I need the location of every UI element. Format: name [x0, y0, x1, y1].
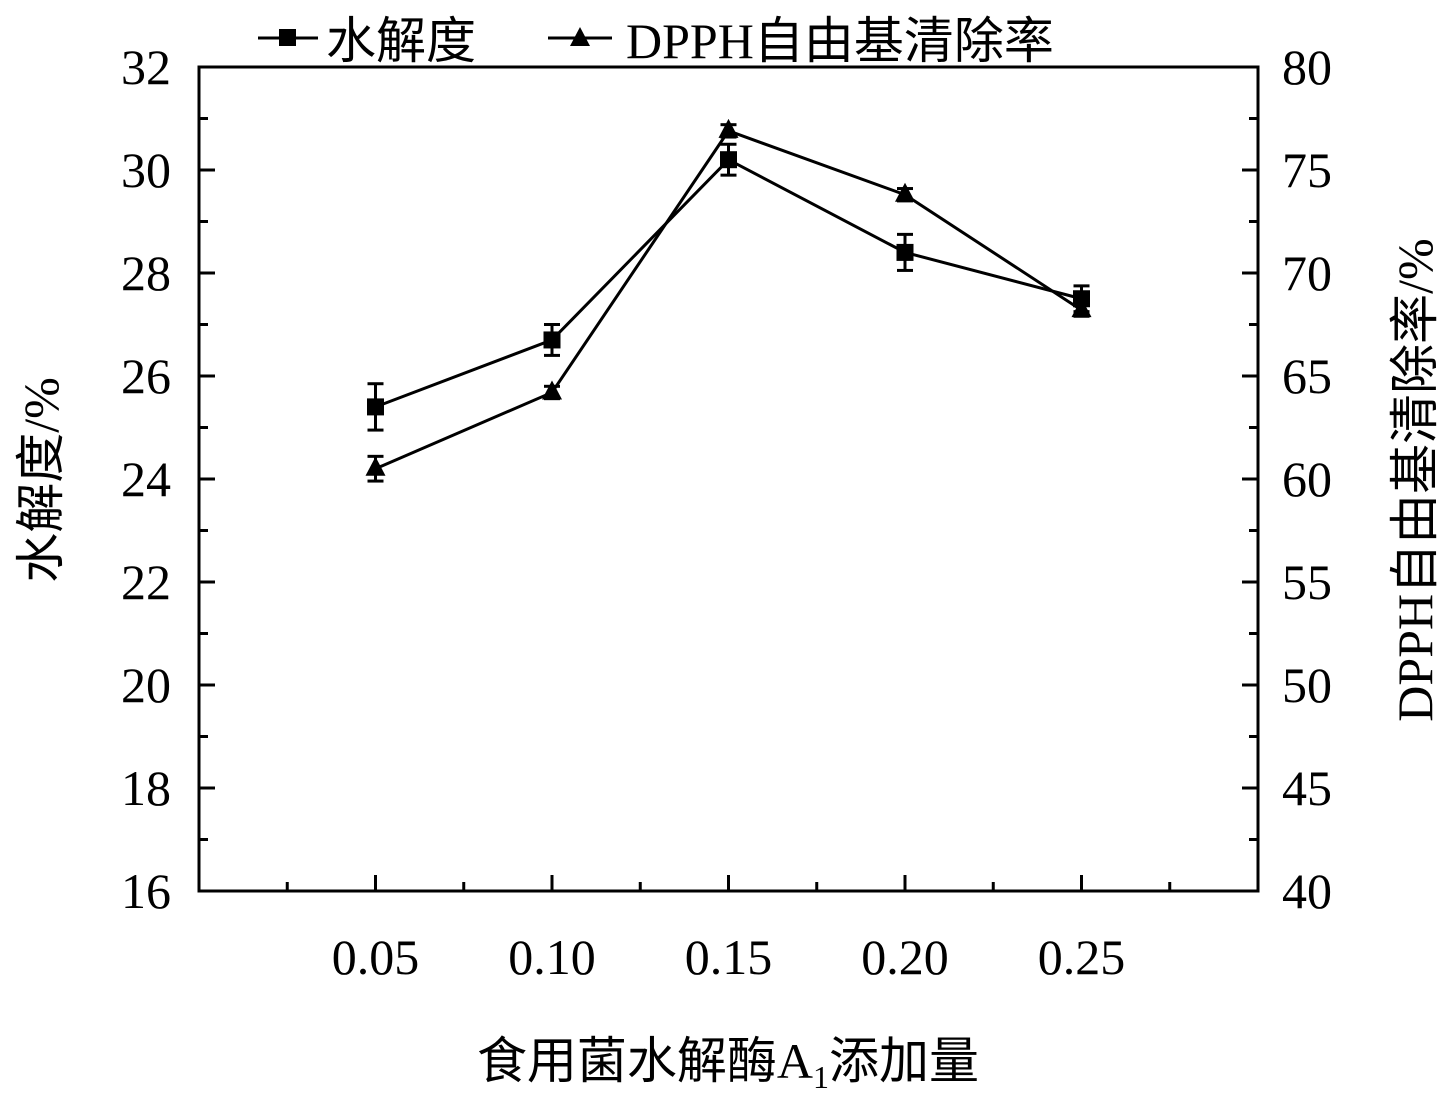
y-right-tick-label: 65: [1282, 348, 1332, 404]
y-right-tick-label: 80: [1282, 39, 1332, 95]
data-point-triangle: [895, 182, 915, 202]
y-left-tick-label: 20: [121, 657, 171, 713]
series-1: [367, 142, 1090, 432]
legend-label-hydrolysis: 水解度: [326, 13, 476, 69]
axes: 0.05 0.10 0.15 0.20 0.25 16 18 20 22 24 26 28 30 32 40…: [121, 39, 1332, 985]
y-right-tick-label: 60: [1282, 451, 1332, 507]
data-point-triangle: [365, 456, 386, 476]
legend: 水解度 DPPH自由基清除率: [258, 13, 1054, 69]
y-left-tick-label: 18: [121, 760, 171, 816]
y-left-tick-label: 26: [121, 348, 171, 404]
series-layer: [365, 118, 1092, 483]
y-left-tick-label: 22: [121, 554, 171, 610]
data-point-triangle: [542, 380, 562, 400]
y-axis-label-left: 水解度/%: [13, 377, 69, 583]
y-right-tick-label: 75: [1282, 142, 1332, 198]
y-right-tick-label: 70: [1282, 245, 1332, 301]
x-axis-label-subscript: 1: [813, 1059, 829, 1095]
x-axis-label-main: 食用菌水解酶A: [477, 1033, 813, 1089]
x-tick-label: 0.10: [508, 929, 596, 985]
y-left-tick-label: 30: [121, 142, 171, 198]
data-point-square: [720, 151, 737, 169]
y-left-tick-label: 16: [121, 863, 171, 919]
legend-label-dpph: DPPH自由基清除率: [626, 13, 1054, 69]
y-left-tick-label: 32: [121, 39, 171, 95]
legend-marker-triangle: [570, 27, 590, 46]
plot-frame: [197, 65, 1260, 893]
series-line: [374, 129, 1083, 471]
x-axis-label-suffix: 添加量: [829, 1033, 979, 1089]
y-axis-label-right: DPPH自由基清除率/%: [1387, 238, 1443, 721]
x-tick-label: 0.20: [861, 929, 949, 985]
y-left-tick-label: 28: [121, 245, 171, 301]
series-2: [365, 118, 1092, 483]
data-point-square: [367, 398, 384, 416]
data-point-square: [543, 331, 561, 349]
data-point-triangle: [1071, 298, 1092, 318]
x-tick-label: 0.15: [685, 929, 773, 985]
y-left-tick-label: 24: [121, 451, 171, 507]
x-axis-label: 食用菌水解酶A1添加量: [477, 1033, 979, 1095]
legend-marker-square: [279, 29, 296, 46]
x-tick-label: 0.05: [332, 929, 420, 985]
y-right-tick-label: 40: [1282, 863, 1332, 919]
y-right-tick-label: 45: [1282, 760, 1332, 816]
y-right-tick-label: 55: [1282, 554, 1332, 610]
series-line: [374, 157, 1082, 409]
y-right-tick-label: 50: [1282, 657, 1332, 713]
x-tick-label: 0.25: [1038, 929, 1126, 985]
data-point-square: [896, 243, 914, 261]
data-point-triangle: [718, 118, 739, 138]
